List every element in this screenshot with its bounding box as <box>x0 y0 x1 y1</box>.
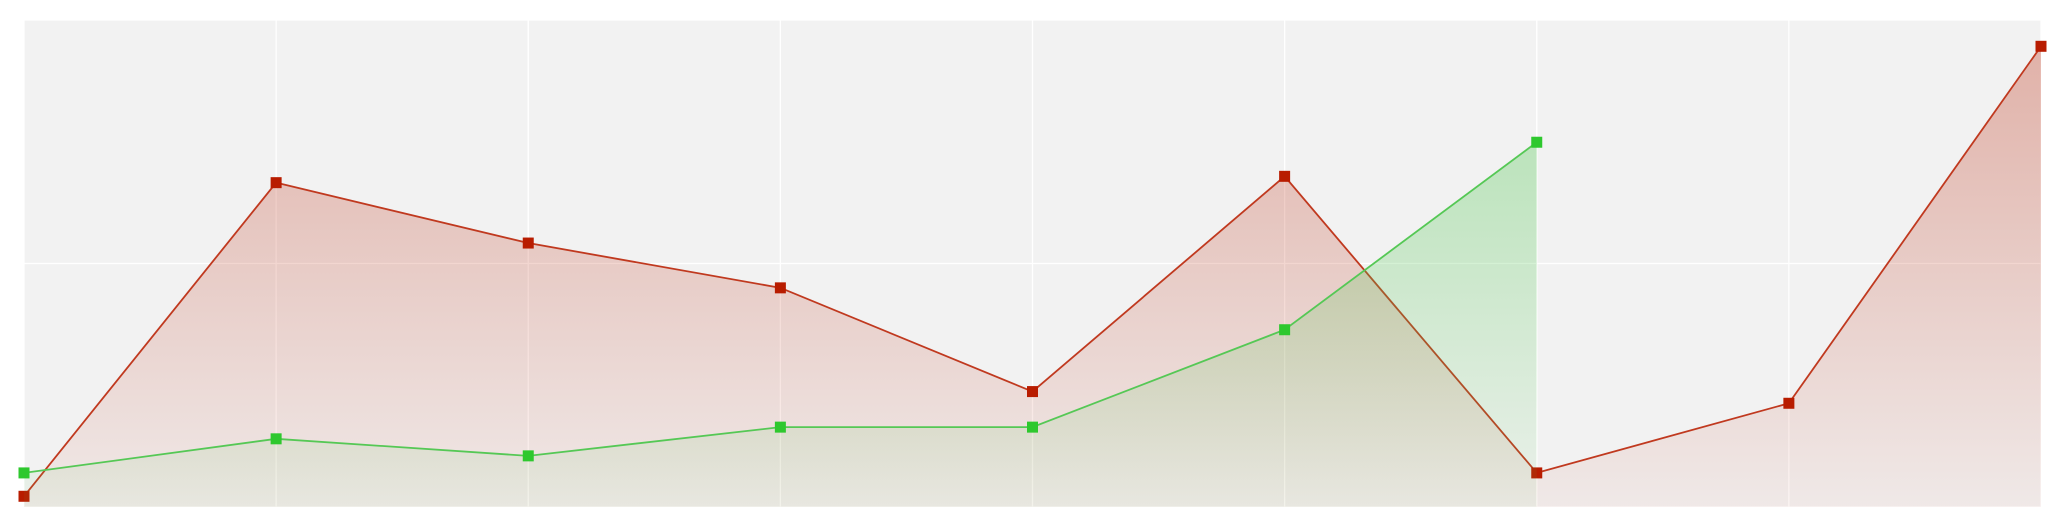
data-point <box>18 467 30 479</box>
data-point <box>774 282 786 294</box>
data-point <box>774 421 786 433</box>
data-point <box>1279 170 1291 182</box>
data-point <box>1783 397 1795 409</box>
area-fill <box>24 46 2041 507</box>
area-fill <box>24 142 1537 507</box>
data-point <box>522 237 534 249</box>
data-point <box>1027 421 1038 433</box>
data-point <box>1279 324 1291 336</box>
data-point <box>1027 386 1038 398</box>
data-point <box>2035 40 2047 52</box>
data-point <box>522 450 534 462</box>
data-point <box>270 177 282 189</box>
data-point <box>1531 136 1543 148</box>
data-point <box>270 433 282 445</box>
